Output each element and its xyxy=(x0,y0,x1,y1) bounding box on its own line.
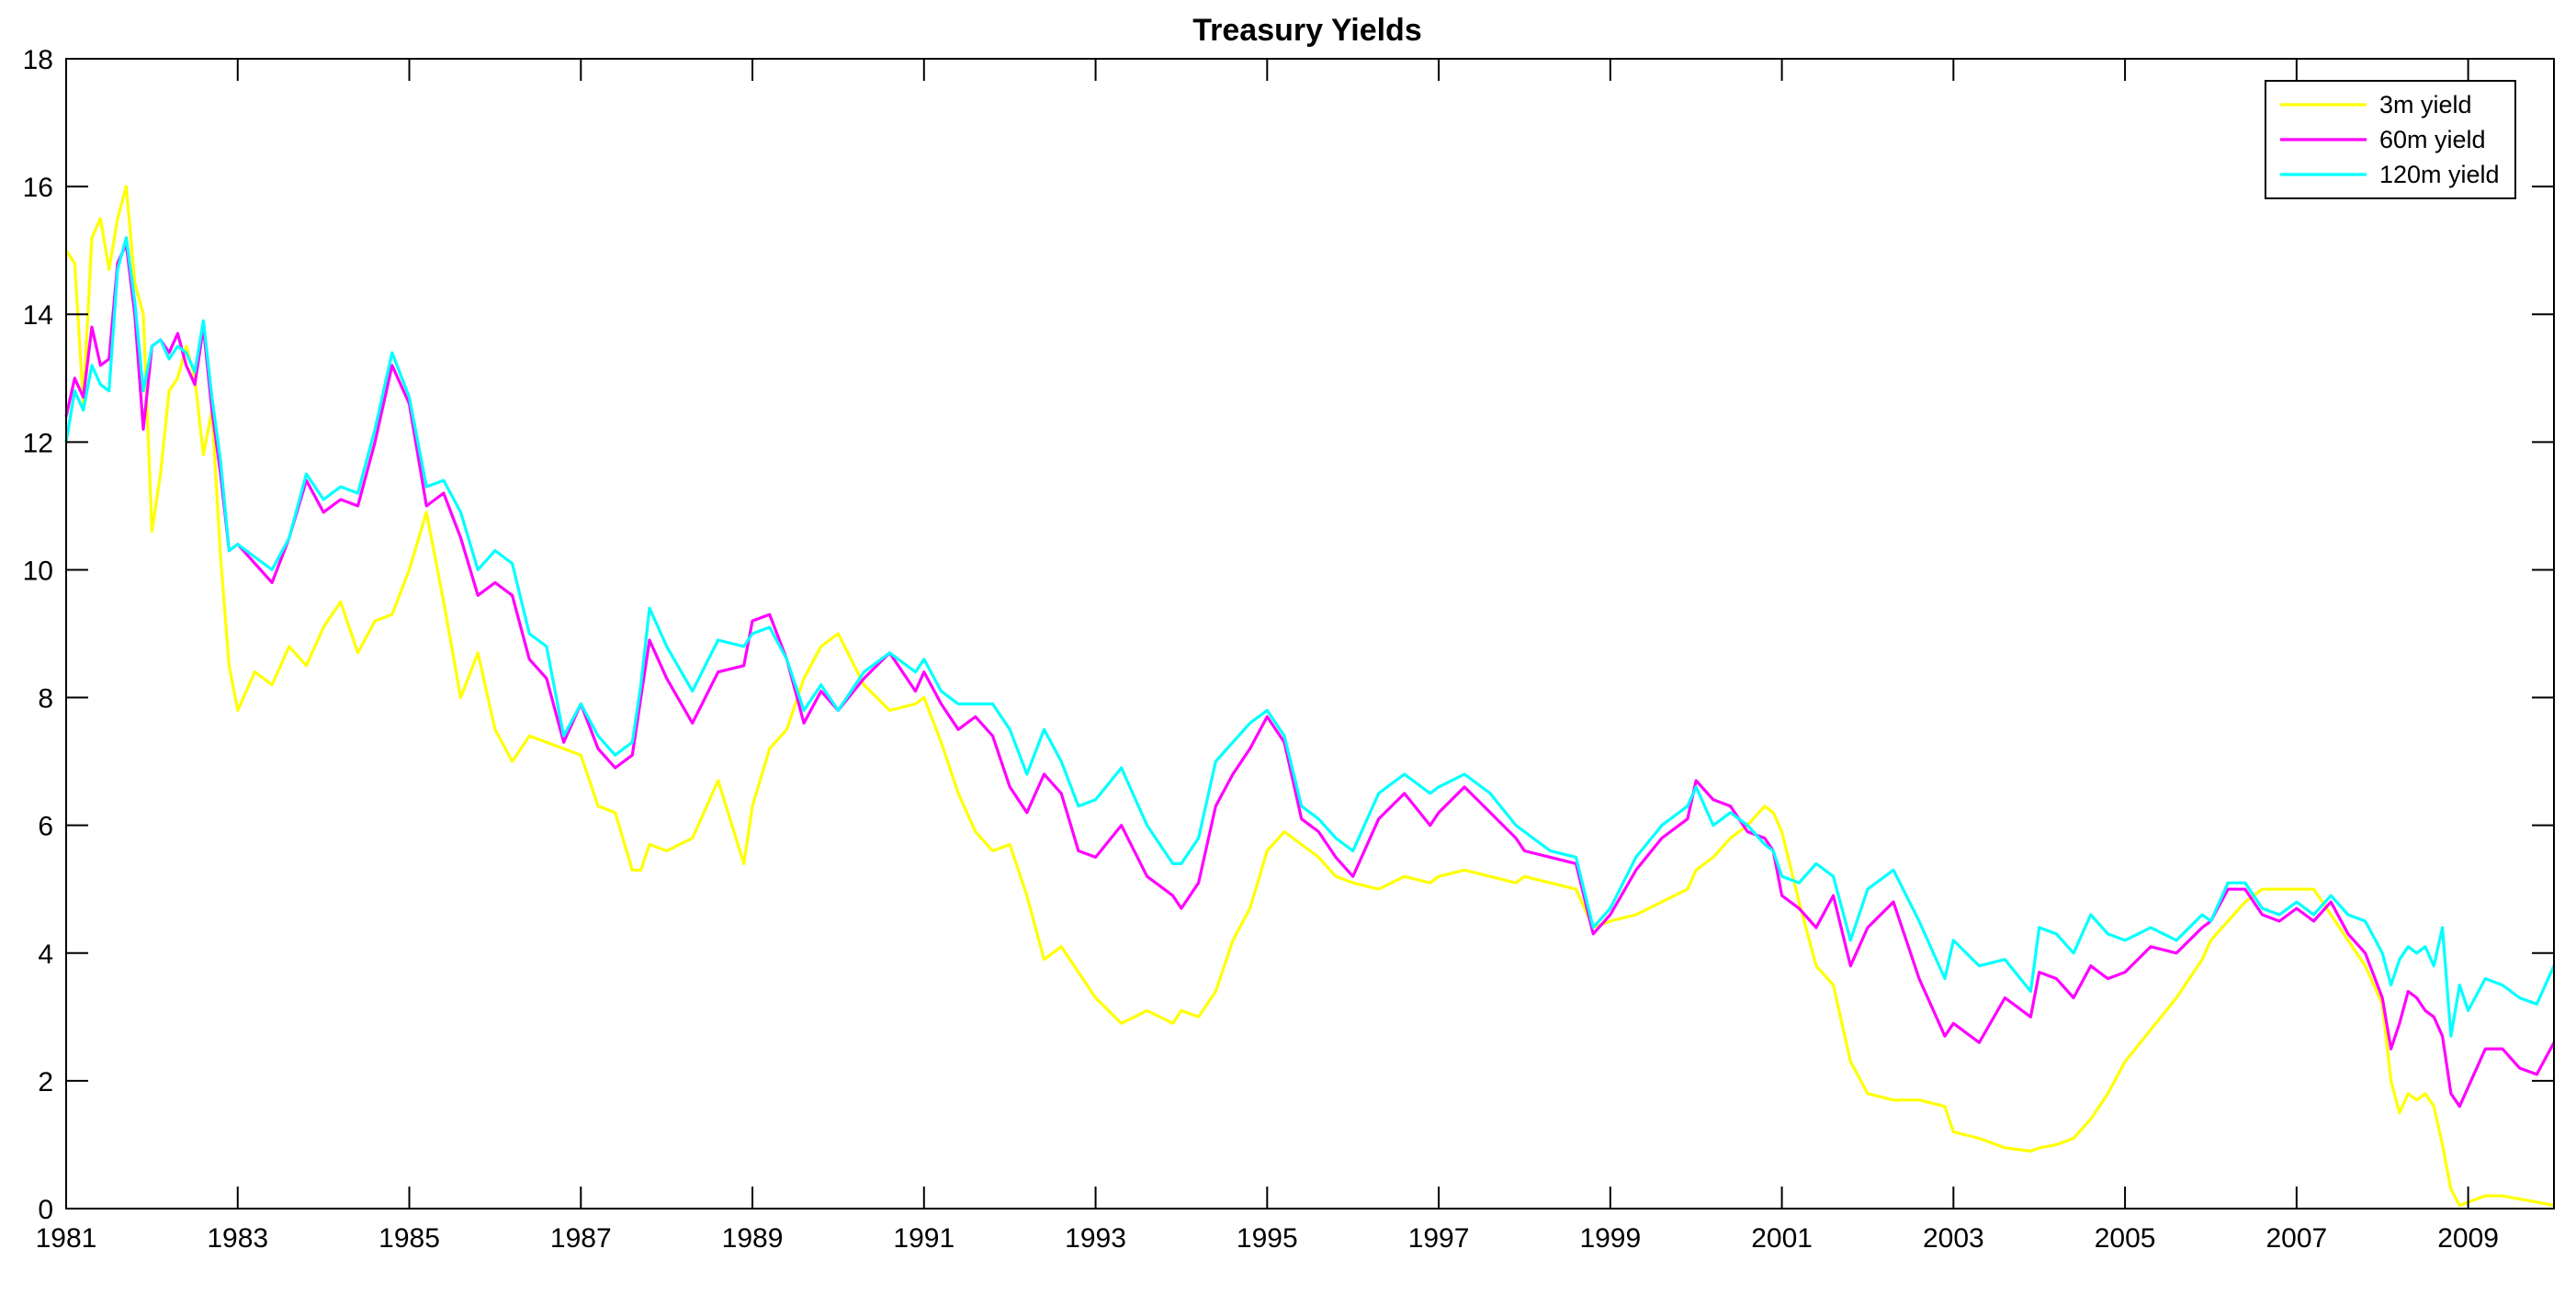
x-tick-label: 2003 xyxy=(1923,1223,1984,1254)
x-tick-label: 1987 xyxy=(550,1223,612,1254)
y-tick-label: 16 xyxy=(23,173,53,203)
y-tick-label: 0 xyxy=(38,1195,53,1225)
legend-label: 60m yield xyxy=(2379,126,2486,153)
axes-layer: 1981 1983 1985 1987 1989 1991 1993 1995 1997 1999… xyxy=(23,45,2555,1254)
y-tick-label: 14 xyxy=(23,300,53,331)
series-line-1 xyxy=(64,185,2555,1208)
plot-area xyxy=(66,59,2554,1209)
y-tick-label: 6 xyxy=(38,812,53,842)
x-tick-label: 1999 xyxy=(1579,1223,1641,1254)
x-tick-label: 1991 xyxy=(893,1223,955,1254)
x-tick-label: 1981 xyxy=(36,1223,97,1254)
x-tick-label: 1989 xyxy=(722,1223,784,1254)
x-tick-label: 1995 xyxy=(1237,1223,1298,1254)
x-tick-label: 1983 xyxy=(207,1223,268,1254)
x-tick-label: 1997 xyxy=(1408,1223,1470,1254)
axes-box xyxy=(65,58,2555,1210)
x-tick-label: 2007 xyxy=(2265,1223,2327,1254)
y-tick-label: 12 xyxy=(23,428,53,458)
series-line-2 xyxy=(64,242,2556,1108)
x-tick-label: 2009 xyxy=(2437,1223,2499,1254)
chart-title: Treasury Yields xyxy=(1192,13,1422,48)
legend-label: 120m yield xyxy=(2379,161,2500,188)
x-tick-label: 1993 xyxy=(1065,1223,1126,1254)
x-tick-label: 2005 xyxy=(2095,1223,2156,1254)
x-tick-label: 1985 xyxy=(378,1223,440,1254)
y-tick-label: 10 xyxy=(23,556,53,586)
y-tick-label: 8 xyxy=(38,684,53,715)
y-tick-label: 2 xyxy=(38,1067,53,1097)
legend: 3m yield 60m yield 120m yield xyxy=(2265,80,2516,199)
x-tick-label: 2001 xyxy=(1751,1223,1813,1254)
series-layer xyxy=(64,185,2556,1208)
y-tick-label: 18 xyxy=(23,45,53,75)
legend-label: 3m yield xyxy=(2379,91,2472,118)
series-line-3 xyxy=(64,236,2556,1038)
y-tick-label: 4 xyxy=(38,940,53,970)
